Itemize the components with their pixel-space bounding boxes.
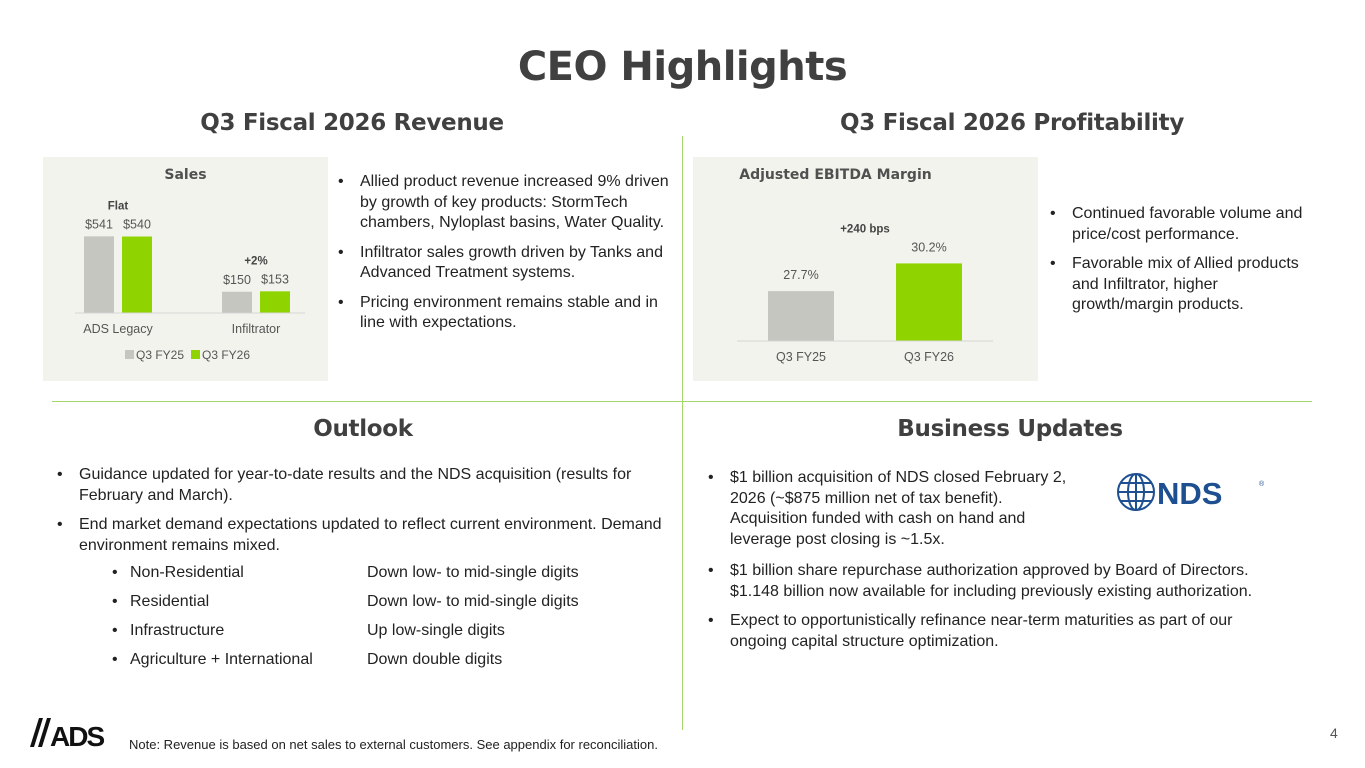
revenue-heading: Q3 Fiscal 2026 Revenue bbox=[200, 110, 504, 136]
page-title: CEO Highlights bbox=[517, 44, 848, 90]
sales-legend-swatch bbox=[191, 350, 200, 359]
sales-chart-svg: $541 $540 Flat ADS Legacy $150 $153 +2% Infiltr… bbox=[75, 200, 305, 362]
profitability-bullet: Favorable mix of Allied products and Inf… bbox=[1050, 254, 1305, 316]
sales-bar bbox=[84, 236, 114, 313]
sales-change-annotation: Flat bbox=[108, 200, 129, 212]
ebitda-change-annotation: +240 bps bbox=[840, 223, 890, 235]
ebitda-chart-svg: 27.7% Q3 FY25 30.2% Q3 FY26 +240 bps bbox=[737, 223, 993, 364]
business-bullet: $1 billion share repurchase authorizatio… bbox=[708, 561, 1268, 602]
revenue-bullet: Infiltrator sales growth driven by Tanks… bbox=[338, 243, 673, 284]
sales-value-label: $150 bbox=[223, 273, 251, 287]
business-bullet: $1 billion acquisition of NDS closed Feb… bbox=[708, 468, 1073, 550]
ebitda-bar bbox=[896, 263, 962, 341]
end-markets-list: • Non-Residential Down low- to mid-singl… bbox=[112, 564, 579, 668]
profitability-bullet: Continued favorable volume and price/cos… bbox=[1050, 204, 1305, 245]
business-bullet: Expect to opportunistically refinance ne… bbox=[708, 611, 1268, 652]
outlook-bullets: Guidance updated for year-to-date result… bbox=[57, 465, 667, 565]
ebitda-chart-title: Adjusted EBITDA Margin bbox=[739, 167, 932, 183]
sales-bar bbox=[122, 236, 152, 313]
ebitda-value-label: 30.2% bbox=[911, 240, 946, 254]
sales-bar bbox=[260, 291, 290, 313]
outlook-bullet: Guidance updated for year-to-date result… bbox=[57, 465, 667, 506]
sales-change-annotation: +2% bbox=[244, 255, 267, 267]
profitability-heading: Q3 Fiscal 2026 Profitability bbox=[839, 110, 1185, 136]
sales-chart-title: Sales bbox=[164, 167, 207, 183]
ads-logo: ADS bbox=[30, 716, 120, 752]
market-expectation: Up low-single digits bbox=[367, 622, 505, 639]
market-name: Non-Residential bbox=[130, 564, 244, 581]
page-number: 4 bbox=[1330, 725, 1338, 741]
outlook-heading: Outlook bbox=[313, 416, 413, 442]
footnote: Note: Revenue is based on net sales to e… bbox=[129, 737, 658, 752]
svg-text:®: ® bbox=[1259, 480, 1265, 488]
profitability-bullets: Continued favorable volume and price/cos… bbox=[1050, 204, 1305, 325]
slash-mark-icon bbox=[30, 718, 51, 747]
sales-legend-swatch bbox=[125, 350, 134, 359]
sales-legend-label: Q3 FY25 bbox=[136, 348, 184, 362]
revenue-bullet: Pricing environment remains stable and i… bbox=[338, 293, 673, 334]
sales-value-label: $541 bbox=[85, 217, 113, 231]
nds-logo: NDS ® bbox=[1115, 472, 1270, 512]
sales-value-label: $540 bbox=[123, 218, 151, 232]
market-name: Residential bbox=[130, 593, 210, 610]
ebitda-bar bbox=[768, 291, 834, 341]
ads-logo-text: ADS bbox=[50, 721, 104, 750]
horizontal-divider bbox=[52, 401, 1312, 402]
market-name: Infrastructure bbox=[130, 622, 225, 639]
market-name: Agriculture + International bbox=[130, 651, 313, 668]
market-expectation: Down low- to mid-single digits bbox=[367, 593, 579, 610]
sales-chart: Sales $541 $540 Flat ADS Legacy $150 $153 +2% I… bbox=[43, 157, 328, 381]
revenue-bullets: Allied product revenue increased 9% driv… bbox=[338, 172, 673, 343]
business-bullets: $1 billion share repurchase authorizatio… bbox=[708, 561, 1268, 661]
market-expectation: Down low- to mid-single digits bbox=[367, 564, 579, 581]
nds-logo-text: NDS bbox=[1157, 476, 1222, 511]
market-expectation: Down double digits bbox=[367, 651, 503, 668]
sales-category-label: ADS Legacy bbox=[83, 322, 153, 336]
business-heading: Business Updates bbox=[897, 416, 1123, 442]
ebitda-chart: Adjusted EBITDA Margin 27.7% Q3 FY25 30.2%… bbox=[693, 157, 1038, 381]
sales-value-label: $153 bbox=[261, 272, 289, 286]
sales-category-label: Infiltrator bbox=[232, 322, 281, 336]
ebitda-category-label: Q3 FY25 bbox=[776, 350, 826, 364]
revenue-bullet: Allied product revenue increased 9% driv… bbox=[338, 172, 673, 234]
sales-legend-label: Q3 FY26 bbox=[202, 348, 250, 362]
sales-bar bbox=[222, 291, 252, 313]
ebitda-category-label: Q3 FY26 bbox=[904, 350, 954, 364]
outlook-bullet: End market demand expectations updated t… bbox=[57, 515, 667, 556]
vertical-divider bbox=[682, 136, 683, 730]
globe-icon bbox=[1117, 473, 1155, 511]
business-bullets-top: $1 billion acquisition of NDS closed Feb… bbox=[708, 468, 1073, 559]
ebitda-value-label: 27.7% bbox=[783, 268, 818, 282]
